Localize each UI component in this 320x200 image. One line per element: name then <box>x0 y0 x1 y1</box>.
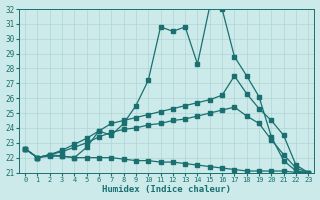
X-axis label: Humidex (Indice chaleur): Humidex (Indice chaleur) <box>102 185 231 194</box>
